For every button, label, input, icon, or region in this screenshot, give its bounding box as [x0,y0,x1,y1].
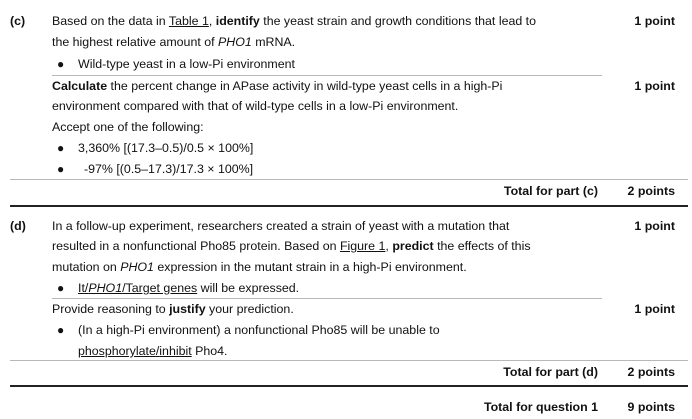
part-c-answer-2a: 3,360% [(17.3–0.5)/0.5 × 100%] [78,141,254,155]
bullet-icon: ● [57,323,65,337]
bullet-icon: ● [57,281,65,295]
bullet-icon: ● [57,57,65,71]
part-c-question-1-line-1: Based on the data in Table 1, identify t… [52,14,537,28]
divider [52,298,602,299]
part-c-accept-note: Accept one of the following: [52,120,204,134]
divider [52,75,602,76]
question-total-points: 9 points [627,400,676,414]
divider [10,179,688,180]
part-c-question-2-line-2: environment compared with that of wild-t… [52,99,459,113]
part-c-total-label: Total for part (c) [503,184,598,198]
part-c-question-1-points: 1 point [634,14,675,28]
part-c-question-2-line-1: Calculate the percent change in APase ac… [52,79,503,93]
part-c-label: (c) [10,14,26,28]
part-d-question-1-line-1: In a follow-up experiment, researchers c… [52,219,510,233]
part-d-question-1-line-3: mutation on PHO1 expression in the mutan… [52,260,467,274]
part-c-answer-1: Wild-type yeast in a low-Pi environment [78,57,295,71]
part-c-question-2-points: 1 point [634,79,675,93]
part-d-answer-1: It/PHO1/Target genes will be expressed. [78,281,300,295]
part-d-question-2-points: 1 point [634,302,675,316]
part-d-answer-2-line-1: (In a high-Pi environment) a nonfunction… [78,323,440,337]
bullet-icon: ● [57,162,65,176]
part-d-total-label: Total for part (d) [503,365,598,379]
table-1-reference: Table 1 [168,14,209,28]
part-d-total-points: 2 points [627,365,676,379]
part-d-question-2: Provide reasoning to justify your predic… [52,302,294,316]
part-d-question-1-line-2: resulted in a nonfunctional Pho85 protei… [52,239,531,253]
bullet-icon: ● [57,141,65,155]
part-c-total-points: 2 points [627,184,676,198]
part-d-answer-2-line-2: phosphorylate/inhibit Pho4. [78,344,228,358]
section-divider [10,205,688,207]
figure-1-reference: Figure 1 [339,239,386,253]
part-c-question-1-line-2: the highest relative amount of PHO1 mRNA… [52,35,296,49]
section-divider [10,385,688,387]
part-c-answer-2b: -97% [(0.5–17.3)/17.3 × 100%] [84,162,254,176]
part-d-question-1-points: 1 point [634,219,675,233]
part-d-label: (d) [10,219,26,233]
question-total-label: Total for question 1 [483,400,598,414]
divider [10,360,688,361]
